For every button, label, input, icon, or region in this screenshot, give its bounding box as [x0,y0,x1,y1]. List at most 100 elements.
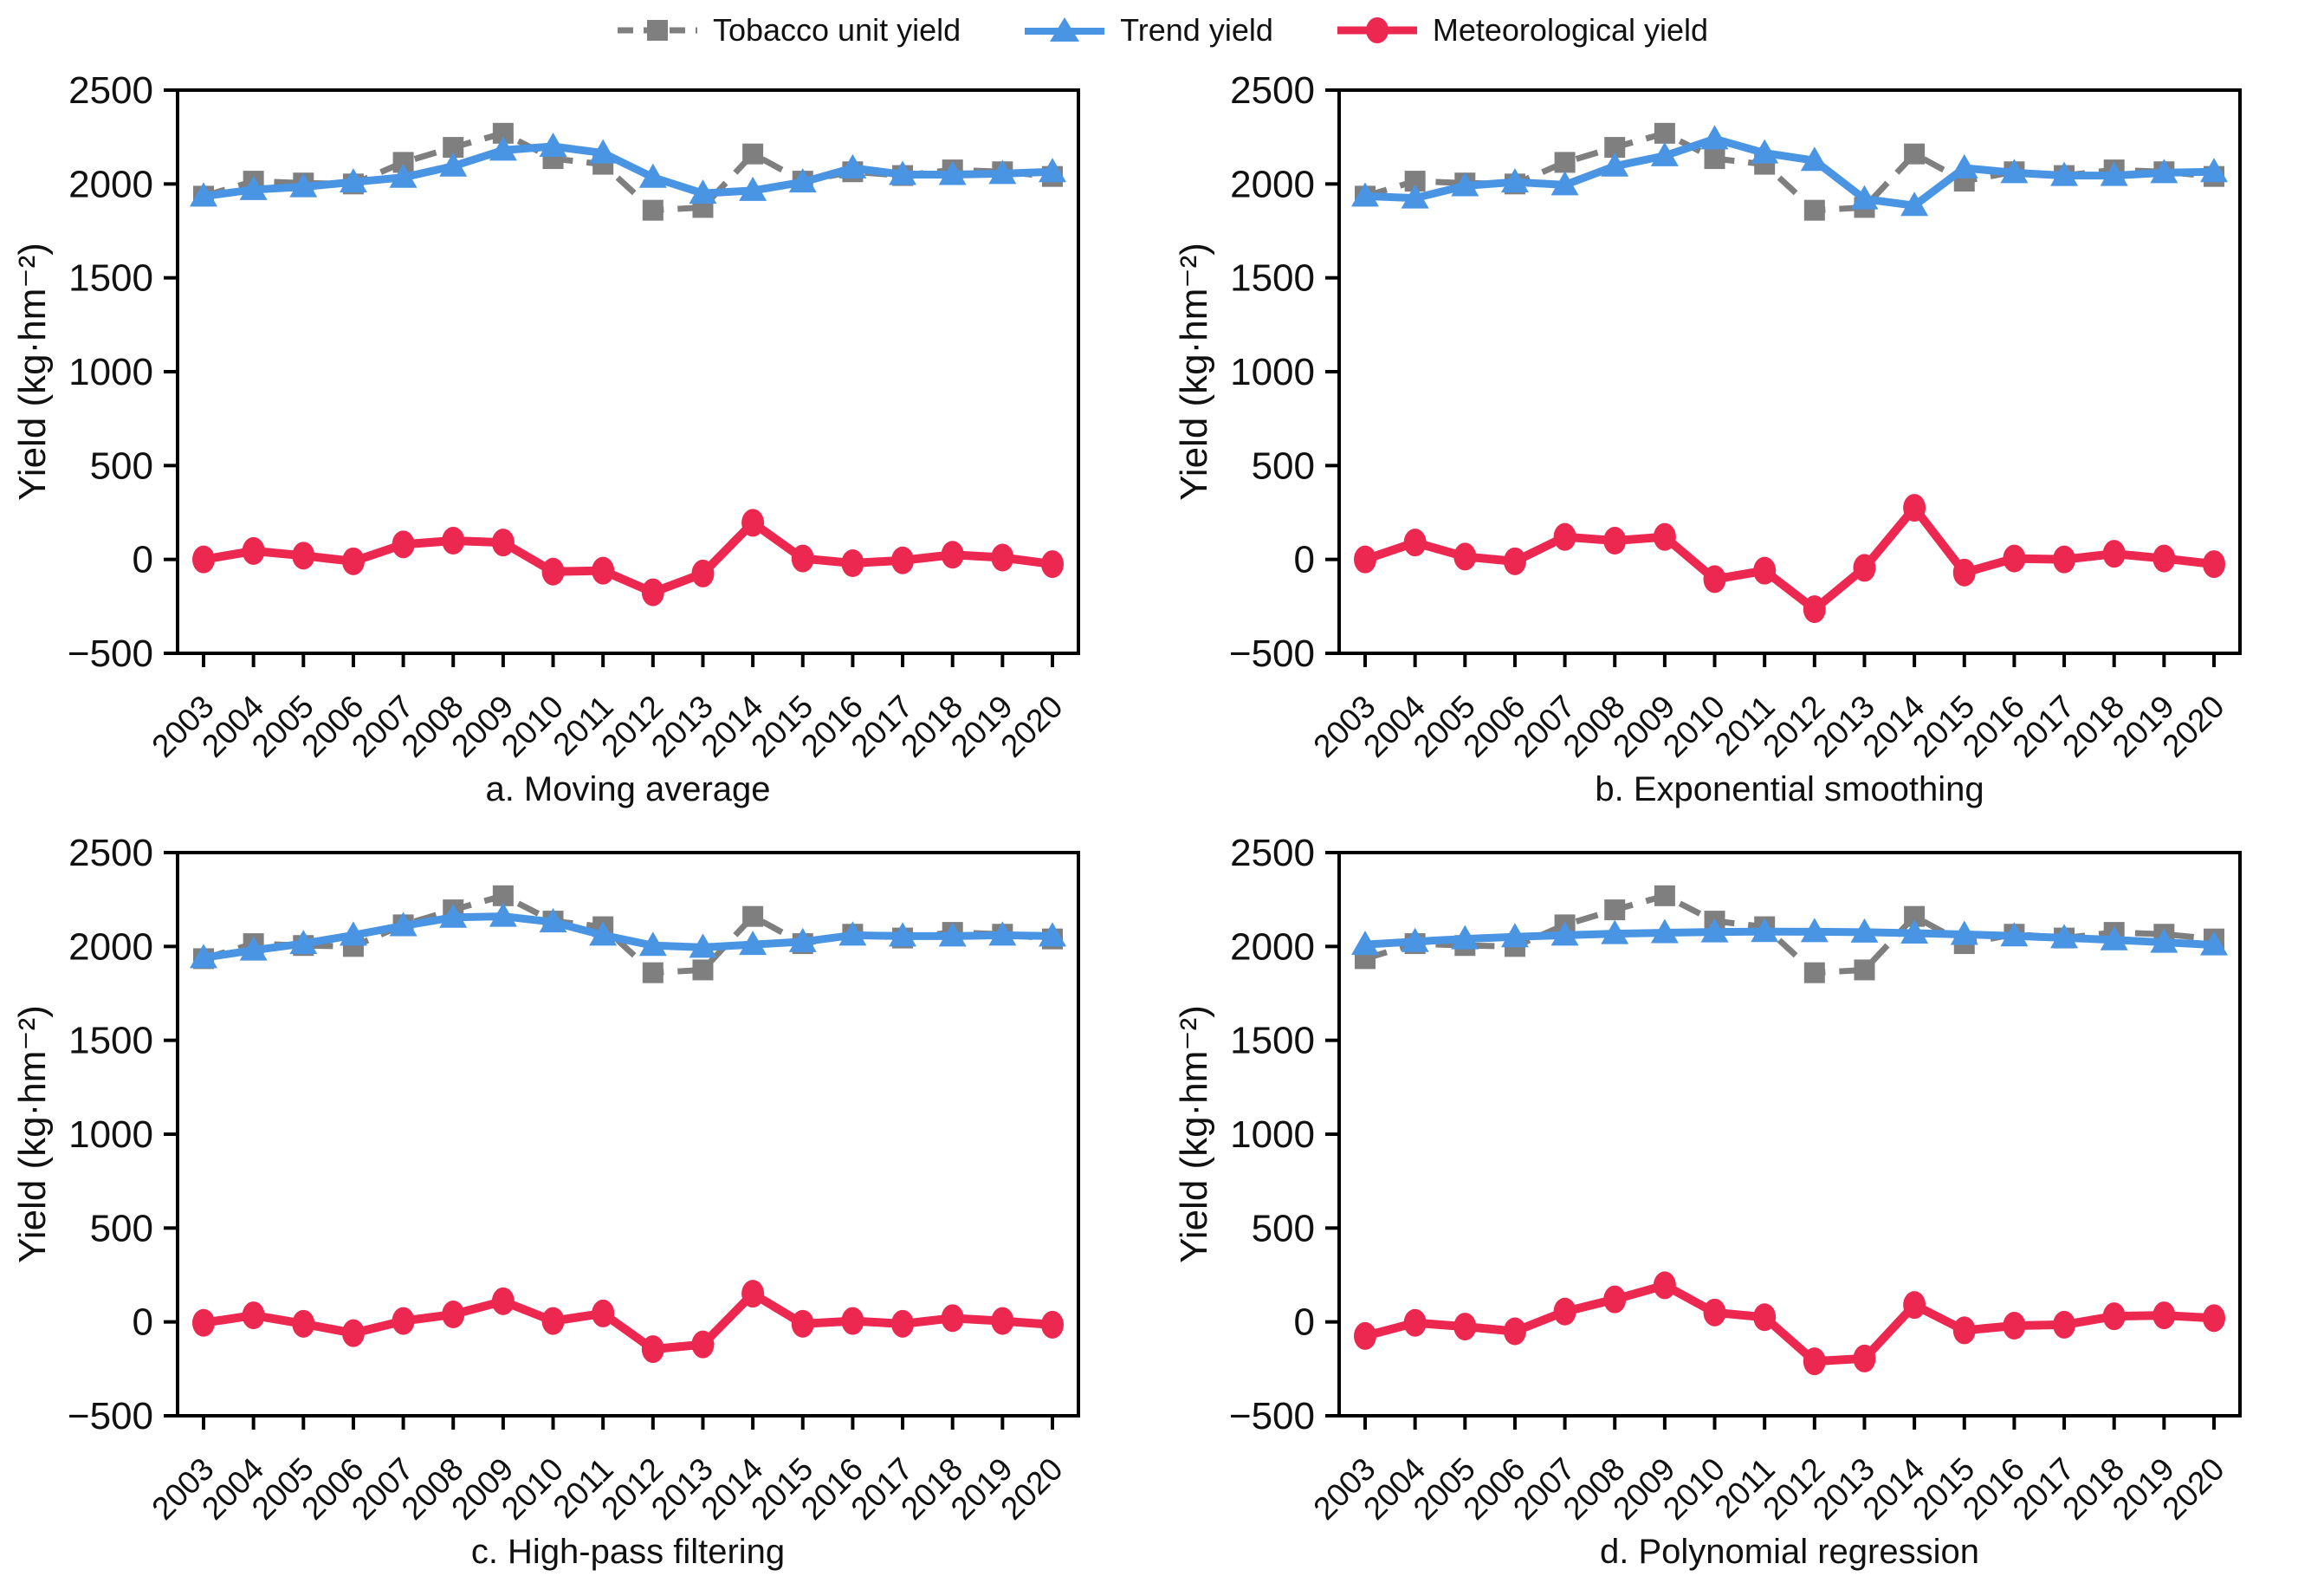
triangle-marker [489,902,517,927]
triangle-marker [2200,931,2228,956]
triangle-marker [589,139,618,164]
triangle-marker [1850,185,1879,210]
panel-caption: b. Exponential smoothing [1595,770,1984,808]
square-marker-icon [617,20,697,41]
circle-marker-icon [1337,17,1417,43]
trend-series-line [1364,927,2215,950]
meteorological-series-markers [192,509,1064,607]
square-marker [1554,152,1576,173]
circle-marker [1703,1298,1726,1327]
circle-marker [691,559,715,587]
x-axis-ticks: 2003200420052006200720082009201020112012… [145,1416,1070,1527]
triangle-marker [838,921,867,946]
circle-marker [991,1307,1014,1335]
circle-marker [1753,1303,1777,1332]
triangle-marker [339,168,367,193]
circle-marker [1853,554,1876,582]
triangle-marker [1601,919,1629,944]
y-tick-label: 2000 [68,925,153,968]
triangle-marker [689,933,717,958]
circle-marker [1553,1297,1576,1326]
circle-marker [2003,544,2026,573]
y-tick-label: 1000 [1230,1113,1315,1156]
triangle-marker [1700,125,1729,150]
legend-label-tobacco: Tobacco unit yield [712,12,961,48]
y-tick-label: 1500 [1230,1020,1315,1062]
triangle-marker [539,133,567,157]
y-axis-ticks: −500 0 500 1000 1500 2000 2500 [68,69,178,675]
circle-marker [2102,540,2126,568]
triangle-marker [938,160,967,185]
trend-series-markers [1351,125,2228,217]
y-tick-label: 2000 [1230,925,1315,968]
triangle-marker [739,176,767,201]
circle-marker [1553,522,1576,551]
y-tick-label: 1000 [68,1113,153,1156]
y-tick-label: −500 [1229,633,1315,675]
circle-marker [1952,1316,1976,1345]
legend-label-trend: Trend yield [1120,12,1273,48]
circle-marker [1952,558,1976,587]
triangle-marker [2050,161,2079,186]
circle-marker [841,549,864,577]
circle-marker [691,1330,715,1359]
circle-marker [1503,1317,1526,1346]
triangle-marker [1039,158,1066,183]
circle-marker [1903,1291,1926,1320]
triangle-marker [339,921,367,946]
square-marker [1604,899,1626,921]
circle-marker [1703,565,1726,594]
charts-grid: −500 0 500 1000 1500 2000 2500 2003 2004 2005 2006… [0,55,2324,1580]
triangle-marker [838,153,867,178]
circle-marker [991,543,1014,572]
circle-marker [941,541,964,569]
triangle-marker [2100,161,2128,186]
triangle-marker [589,921,618,946]
circle-marker [2152,544,2176,573]
circle-marker [1903,494,1926,522]
triangle-marker [1650,918,1679,944]
circle-marker [641,578,664,607]
triangle-marker [988,921,1017,946]
legend-item-tobacco: Tobacco unit yield [616,12,961,49]
triangle-marker [689,179,717,204]
circle-marker [541,1307,565,1335]
triangle-marker [2000,922,2029,947]
meteorological-series-line [203,516,1053,597]
circle-marker [1403,529,1427,557]
triangle-marker [489,136,517,161]
circle-marker [2053,1310,2076,1339]
triangle-marker [889,922,917,947]
circle-marker [1453,542,1477,571]
y-axis-ticks: −500 0 500 1000 1500 2000 2500 [1229,832,1339,1437]
circle-marker [791,1309,814,1338]
circle-marker [341,1319,365,1347]
y-tick-label: 500 [1252,1207,1315,1249]
triangle-marker [889,160,917,185]
triangle-marker [1900,191,1929,217]
circle-marker [2152,1301,2176,1330]
triangle-marker [439,152,468,177]
panel-caption: d. Polynomial regression [1600,1533,1979,1571]
chart-legend: Tobacco unit yield Trend yield Meteorolo… [0,0,2324,55]
circle-marker [442,1301,465,1328]
circle-marker [1803,595,1826,624]
circle-marker [392,1307,415,1335]
y-tick-label: 1000 [68,351,153,393]
triangle-marker [289,172,318,198]
triangle-marker [1950,153,1978,178]
triangle-marker [289,930,318,955]
y-axis-ticks: −500 0 500 1000 1500 2000 2500 [68,832,178,1437]
meteorological-series-line [1363,1281,2215,1366]
circle-marker [941,1304,964,1333]
circle-marker [192,545,215,574]
circle-marker [242,1301,265,1330]
y-tick-label: 2500 [1230,69,1315,112]
triangle-marker [739,931,767,956]
trend-series-line [1364,134,2215,210]
circle-marker [1753,556,1777,585]
triangle-marker [2150,159,2178,184]
y-tick-label: 1500 [1230,257,1315,300]
meteorological-series-markers [1354,1271,2225,1376]
circle-marker [392,530,415,559]
